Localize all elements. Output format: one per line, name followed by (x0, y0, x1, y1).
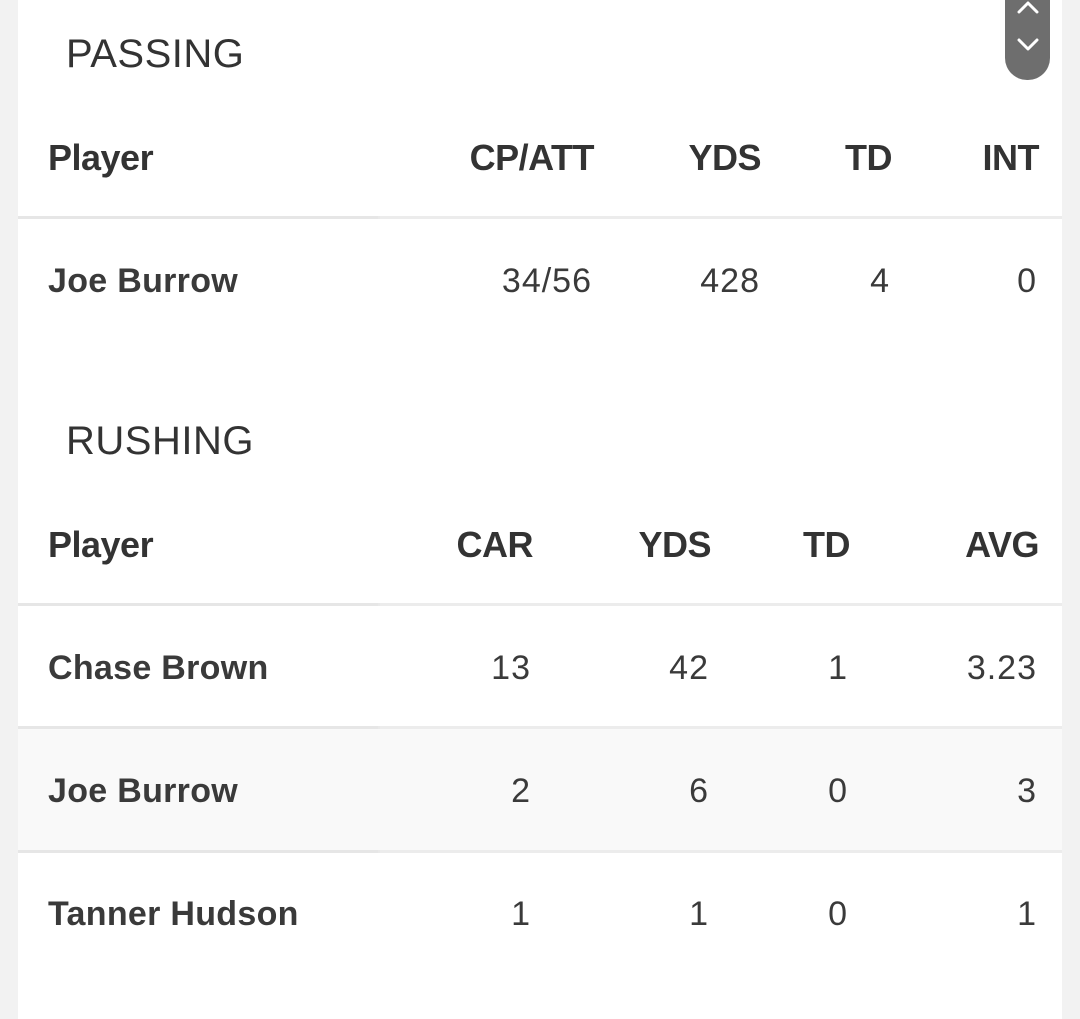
stat-avg: 1 (1017, 895, 1037, 933)
header-car: CAR (456, 524, 534, 565)
row-divider (18, 726, 1062, 729)
row-divider (18, 850, 1062, 853)
player-name: Joe Burrow (48, 262, 239, 300)
header-yds: YDS (688, 137, 761, 178)
stat-car: 2 (511, 772, 531, 810)
stat-int: 0 (1017, 262, 1037, 300)
row-divider (18, 216, 1062, 219)
header-cp-att: CP/ATT (469, 137, 595, 178)
header-avg: AVG (965, 524, 1039, 565)
header-yds: YDS (638, 524, 711, 565)
stat-avg: 3.23 (966, 649, 1037, 687)
stat-cp-att: 34/56 (501, 262, 592, 300)
row-stripe (18, 729, 1062, 850)
scroll-controls[interactable] (1005, 0, 1050, 80)
header-td: TD (803, 524, 851, 565)
stat-yds: 428 (700, 262, 760, 300)
header-int: INT (982, 137, 1040, 178)
stat-td: 4 (870, 262, 890, 300)
rushing-section-title: RUSHING (66, 419, 254, 463)
player-name: Tanner Hudson (48, 895, 299, 933)
stat-yds: 1 (689, 895, 709, 933)
stat-yds: 42 (669, 649, 709, 687)
stat-avg: 3 (1017, 772, 1037, 810)
stat-td: 0 (828, 895, 848, 933)
stat-car: 1 (511, 895, 531, 933)
header-player: Player (48, 524, 154, 565)
stat-td: 0 (828, 772, 848, 810)
passing-section-title: PASSING (66, 32, 245, 76)
stat-yds: 6 (689, 772, 709, 810)
header-player: Player (48, 137, 154, 178)
chevron-down-icon[interactable] (1017, 38, 1039, 52)
chevron-up-icon[interactable] (1017, 0, 1039, 14)
stat-car: 13 (491, 649, 531, 687)
player-name: Chase Brown (48, 649, 269, 687)
player-name: Joe Burrow (48, 772, 239, 810)
stats-card: PASSING Player CP/ATT YDS TD INT Joe Bur… (18, 0, 1062, 1019)
header-td: TD (845, 137, 893, 178)
stat-td: 1 (828, 649, 848, 687)
row-divider (18, 603, 1062, 606)
